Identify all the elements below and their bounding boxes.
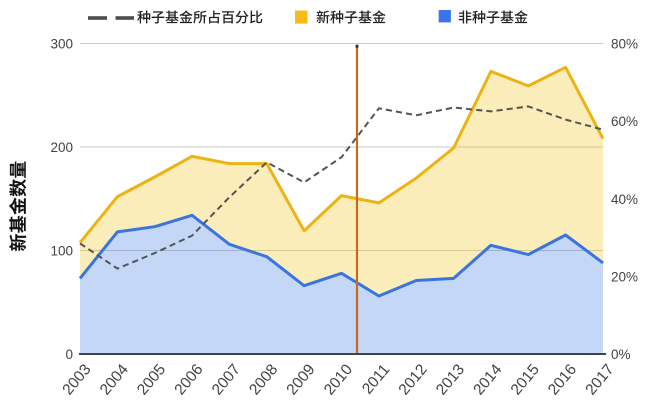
svg-text:2008: 2008 [246, 361, 281, 398]
svg-text:2012: 2012 [396, 361, 431, 398]
svg-text:2004: 2004 [97, 361, 132, 399]
svg-text:2009: 2009 [283, 361, 318, 398]
svg-text:2005: 2005 [134, 361, 169, 398]
svg-text:200: 200 [50, 140, 73, 155]
svg-text:2014: 2014 [470, 361, 505, 399]
svg-text:300: 300 [50, 37, 73, 52]
svg-text:80%: 80% [611, 37, 638, 52]
svg-text:2003: 2003 [59, 361, 94, 398]
svg-text:0: 0 [65, 347, 73, 362]
svg-text:2011: 2011 [359, 361, 393, 397]
svg-text:40%: 40% [611, 192, 638, 207]
svg-text:2016: 2016 [545, 361, 580, 398]
svg-text:60%: 60% [611, 114, 638, 129]
svg-text:2010: 2010 [321, 361, 356, 399]
svg-text:0%: 0% [611, 347, 631, 362]
svg-text:100: 100 [50, 244, 73, 259]
svg-text:2007: 2007 [209, 361, 244, 398]
svg-text:20%: 20% [611, 269, 638, 284]
svg-text:2015: 2015 [508, 361, 543, 398]
svg-text:2017: 2017 [582, 361, 617, 398]
svg-text:2006: 2006 [171, 361, 206, 398]
svg-text:2013: 2013 [433, 361, 468, 398]
